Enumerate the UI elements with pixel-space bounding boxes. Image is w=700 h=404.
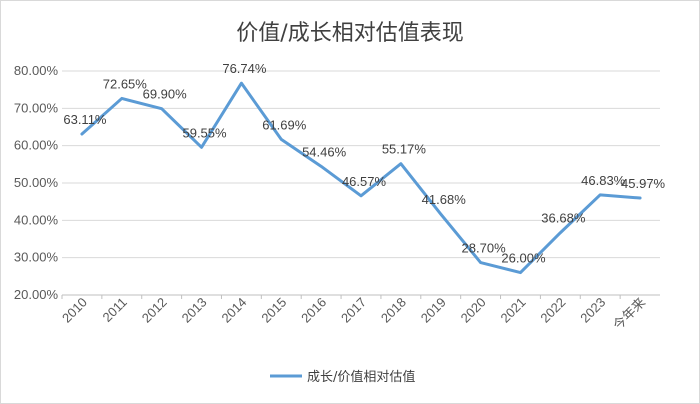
y-tick-label: 50.00% xyxy=(14,175,59,190)
data-label: 26.00% xyxy=(501,251,546,266)
series-layer xyxy=(80,81,642,275)
x-tick-label: 2014 xyxy=(218,295,249,326)
x-tick-label: 2010 xyxy=(59,295,90,326)
data-label: 59.55% xyxy=(182,125,227,140)
data-label: 63.11% xyxy=(63,112,107,127)
y-tick-label: 40.00% xyxy=(14,212,59,227)
x-tick-label: 2017 xyxy=(338,295,369,326)
series-line xyxy=(80,81,642,275)
y-tick-label: 80.00% xyxy=(14,63,59,78)
y-axis-ticks: 20.00% 30.00% 40.00% 50.00% 60.00% 70.00% 80.0… xyxy=(14,63,59,302)
data-label: 54.46% xyxy=(302,144,347,159)
x-tick-label: 2019 xyxy=(418,295,449,326)
x-tick-label: 2020 xyxy=(458,295,489,326)
x-axis-ticks: 2010 2011 2012 2013 2014 2015 2016 2017 2018 2019… xyxy=(59,295,648,333)
x-tick-label: 2011 xyxy=(100,295,130,325)
x-tick-label: 2012 xyxy=(139,295,170,326)
data-label: 61.69% xyxy=(262,117,307,132)
y-tick-label: 70.00% xyxy=(14,100,59,115)
data-label: 72.65% xyxy=(103,76,148,91)
x-tick-label: 2022 xyxy=(537,295,568,326)
x-tick-label: 2013 xyxy=(179,295,210,326)
y-tick-label: 20.00% xyxy=(14,287,59,302)
data-label: 76.74% xyxy=(222,61,267,76)
data-labels: 63.11% 72.65%69.90% 59.55% 76.74% 61.69% 54.4… xyxy=(63,61,665,265)
x-tick-label: 2015 xyxy=(258,295,289,326)
x-tick-label: 今年来 xyxy=(610,295,648,333)
data-label: 46.57% xyxy=(342,174,387,189)
y-tick-label: 30.00% xyxy=(14,250,59,265)
data-label: 41.68% xyxy=(422,192,467,207)
x-tick-label: 2018 xyxy=(378,295,409,326)
x-tick-label: 2021 xyxy=(498,295,529,326)
y-tick-label: 60.00% xyxy=(14,138,59,153)
data-label: 46.83% xyxy=(581,173,626,188)
data-label: 69.90% xyxy=(143,87,188,102)
legend-label: 成长/价值相对估值 xyxy=(307,369,415,385)
x-tick-label: 2016 xyxy=(298,295,329,326)
data-label: 55.17% xyxy=(382,142,427,157)
x-tick-label: 2023 xyxy=(577,295,608,326)
data-label: 28.70% xyxy=(462,241,507,256)
legend: 成长/价值相对估值 xyxy=(270,369,415,385)
data-label: 36.68% xyxy=(541,211,586,226)
chart-title: 价值/成长相对估值表现 xyxy=(236,21,463,46)
data-label: 45.97% xyxy=(621,176,666,191)
gridlines xyxy=(62,70,660,296)
